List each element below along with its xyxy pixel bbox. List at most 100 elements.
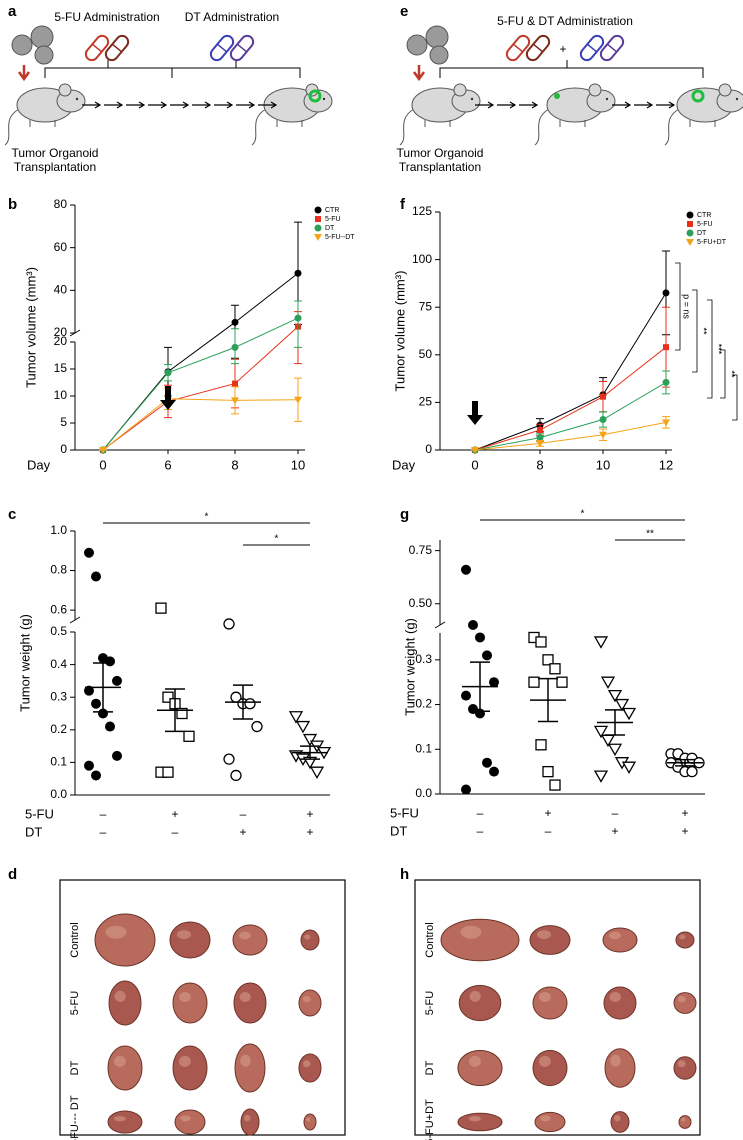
row-label: 5-FU [69, 991, 81, 1016]
series-line [474, 381, 667, 451]
legend-label: CTR [697, 212, 711, 219]
timeline-arrow [192, 101, 212, 109]
tumor-highlight [302, 1060, 311, 1068]
marker [461, 564, 471, 575]
mouse-eye [735, 97, 739, 101]
pill [84, 34, 110, 62]
timeline-arrow [236, 101, 256, 109]
pill [505, 34, 531, 62]
y-tick-label: 75 [419, 299, 433, 313]
marker [593, 725, 609, 739]
mouse-tail [534, 108, 550, 146]
marker [105, 656, 115, 667]
tumor-highlight [113, 1115, 126, 1122]
marker [461, 690, 471, 701]
y-tick-label: 0.75 [409, 543, 433, 557]
tumor-highlight [113, 1055, 126, 1067]
axis-break [69, 616, 81, 624]
marker [607, 689, 623, 703]
legend-label: CTR [325, 207, 339, 214]
condition-sign: – [612, 806, 619, 820]
marker [468, 620, 478, 630]
timeline-arrow [656, 101, 676, 109]
y-axis-label: Tumor volume (mm³) [392, 271, 407, 392]
tumor [534, 1111, 566, 1133]
series-line [102, 272, 299, 451]
marker [621, 761, 637, 774]
condition-name: 5-FU [25, 806, 54, 821]
error-bar [294, 300, 302, 348]
sem-bar [675, 758, 695, 767]
significance-label: * [581, 509, 585, 520]
tumor-highlight [677, 1060, 686, 1068]
x-axis-label: Day [27, 457, 51, 472]
tumor [602, 927, 638, 953]
legend-marker [314, 234, 322, 241]
tumor-highlight [679, 934, 686, 940]
marker [549, 779, 561, 791]
panel-label: c [8, 506, 16, 523]
sem-bar [165, 688, 185, 733]
timeline-arrow [148, 101, 168, 109]
y-tick-label: 0.3 [415, 652, 432, 666]
marker [663, 344, 669, 351]
tumor [233, 982, 267, 1024]
plus-sign: + [559, 42, 566, 56]
marker [230, 769, 242, 782]
sem-bar [93, 662, 113, 713]
y-tick-label: 80 [54, 197, 68, 211]
brace [439, 60, 704, 78]
condition-sign: + [306, 825, 313, 839]
timeline-arrow [104, 101, 124, 109]
legend-label: 5-FU [325, 216, 341, 223]
marker [231, 397, 239, 405]
mouse-eye [75, 97, 79, 101]
mouse-tail [664, 108, 680, 146]
legend-marker [314, 206, 322, 214]
tumor-highlight [240, 1054, 251, 1067]
step-label: 5-FU & DT Administration [497, 14, 633, 28]
condition-sign: – [172, 825, 179, 839]
y-tick-label: 0 [425, 442, 432, 456]
marker [84, 685, 94, 696]
x-tick-label: 12 [659, 457, 673, 472]
pill [525, 34, 551, 62]
significance-bracket [732, 374, 738, 421]
marker [662, 419, 670, 427]
marker [482, 757, 492, 768]
pill [579, 34, 605, 62]
tumor [232, 924, 268, 956]
condition-sign: – [100, 807, 107, 821]
panel-label: e [400, 3, 408, 20]
marker [91, 571, 101, 582]
panel-label: a [8, 3, 17, 20]
marker [475, 632, 485, 643]
marker [84, 547, 94, 558]
row-label: Control [424, 922, 436, 957]
timeline-arrow [82, 101, 102, 109]
legend-marker [686, 239, 694, 246]
x-tick-label: 8 [536, 457, 543, 472]
series-line [474, 346, 667, 451]
tumor [529, 925, 571, 955]
pill-split [532, 43, 544, 53]
y-tick-label: 125 [412, 204, 432, 218]
y-tick-label: 20 [54, 325, 68, 339]
timeline-arrow [497, 101, 517, 109]
tumor [108, 980, 142, 1026]
tumor [532, 1049, 568, 1087]
tumor-highlight [609, 992, 621, 1002]
y-tick-label: 20 [54, 334, 68, 348]
tumor-highlight [468, 1115, 481, 1122]
marker [294, 314, 302, 322]
sem-bar [538, 677, 558, 723]
marker [231, 318, 239, 326]
significance-label: * [275, 534, 279, 545]
y-tick-label: 0.1 [415, 741, 432, 755]
row-label: 5-FU--- DT [69, 1095, 81, 1140]
tumor [107, 1110, 143, 1134]
condition-sign: + [171, 807, 178, 821]
tumor-highlight [238, 931, 251, 940]
tumor [172, 982, 208, 1024]
